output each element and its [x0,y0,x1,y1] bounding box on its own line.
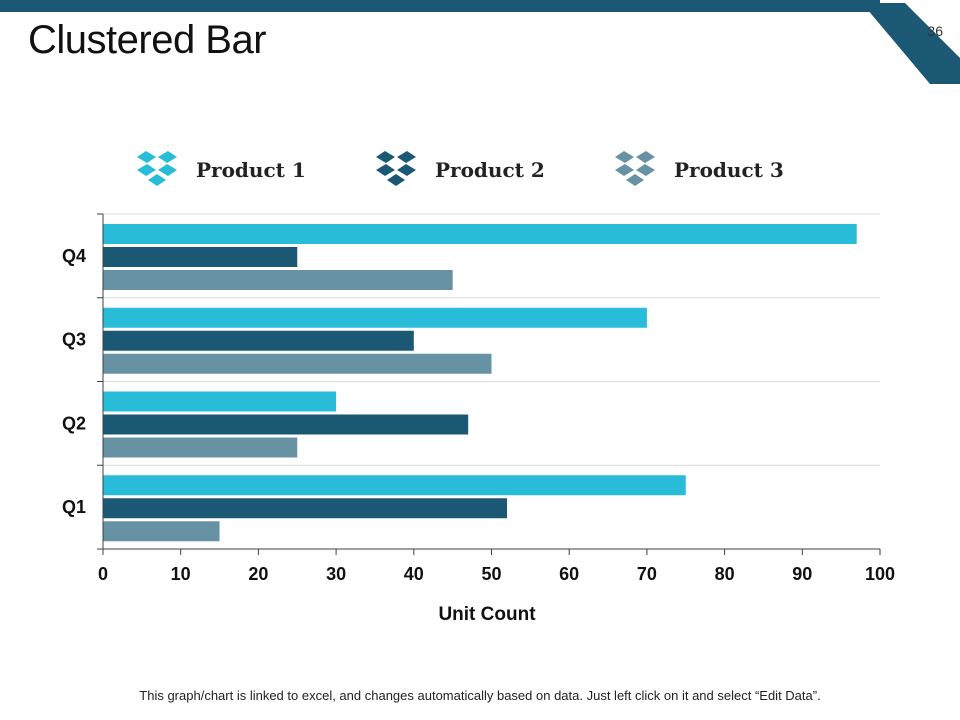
legend-item-product-3: Product 3 [614,148,784,192]
bar-q2-series-2 [103,414,469,435]
bar-q3-series-2 [103,330,414,351]
slide-title: Clustered Bar [28,18,267,62]
dropbox-box-icon [137,151,177,186]
chart-legend: Product 1 Product 2 Product 3 [0,148,960,192]
dropbox-box-icon [615,151,655,186]
bar-q4-series-3 [103,270,453,290]
x-tick-label: 30 [326,564,346,584]
header-corner-shape [862,3,960,84]
bar-q3-series-3 [103,353,492,374]
axis-layer: Q4 Q3 Q2 Q1 0 10 20 30 40 50 60 70 80 90 100 [62,213,895,584]
legend-item-product-2: Product 2 [375,148,545,192]
x-axis-title: Unit Count [438,604,536,625]
bar-q2-series-1 [103,391,337,412]
x-tick-label: 0 [98,564,108,584]
footnote: This graph/chart is linked to excel, and… [139,688,821,703]
clustered-bar-chart: Q4 Q3 Q2 Q1 0 10 20 30 40 50 60 70 80 90 100 Unit Coun… [62,213,895,625]
header-decoration [0,0,960,84]
legend-item-product-1: Product 1 [136,148,306,192]
category-label: Q3 [62,330,86,350]
category-label: Q1 [62,497,86,517]
bar-q2-series-3 [103,437,298,458]
x-tick-label: 100 [865,564,895,584]
legend-label: Product 2 [435,158,545,182]
x-tick-label: 80 [715,564,735,584]
x-tick-label: 90 [792,564,812,584]
bar-q4-series-2 [103,247,298,267]
bar-q1-series-1 [103,475,686,496]
bar-q1-series-2 [103,498,508,519]
category-label: Q2 [62,413,86,433]
bar-q1-series-3 [103,521,220,542]
legend-label: Product 1 [196,158,306,182]
grid-layer [103,213,880,466]
category-label: Q4 [62,246,86,266]
bar-q3-series-1 [103,307,647,328]
x-tick-label: 60 [559,564,579,584]
page-number: 36 [927,23,943,39]
bar-q4-series-1 [103,224,857,244]
x-tick-label: 10 [171,564,191,584]
x-tick-label: 20 [248,564,268,584]
header-stripe [0,0,880,12]
x-tick-label: 50 [481,564,501,584]
dropbox-box-icon [376,151,416,186]
x-tick-label: 40 [404,564,424,584]
bar-layer [103,224,857,542]
x-tick-label: 70 [637,564,657,584]
legend-label: Product 3 [674,158,784,182]
